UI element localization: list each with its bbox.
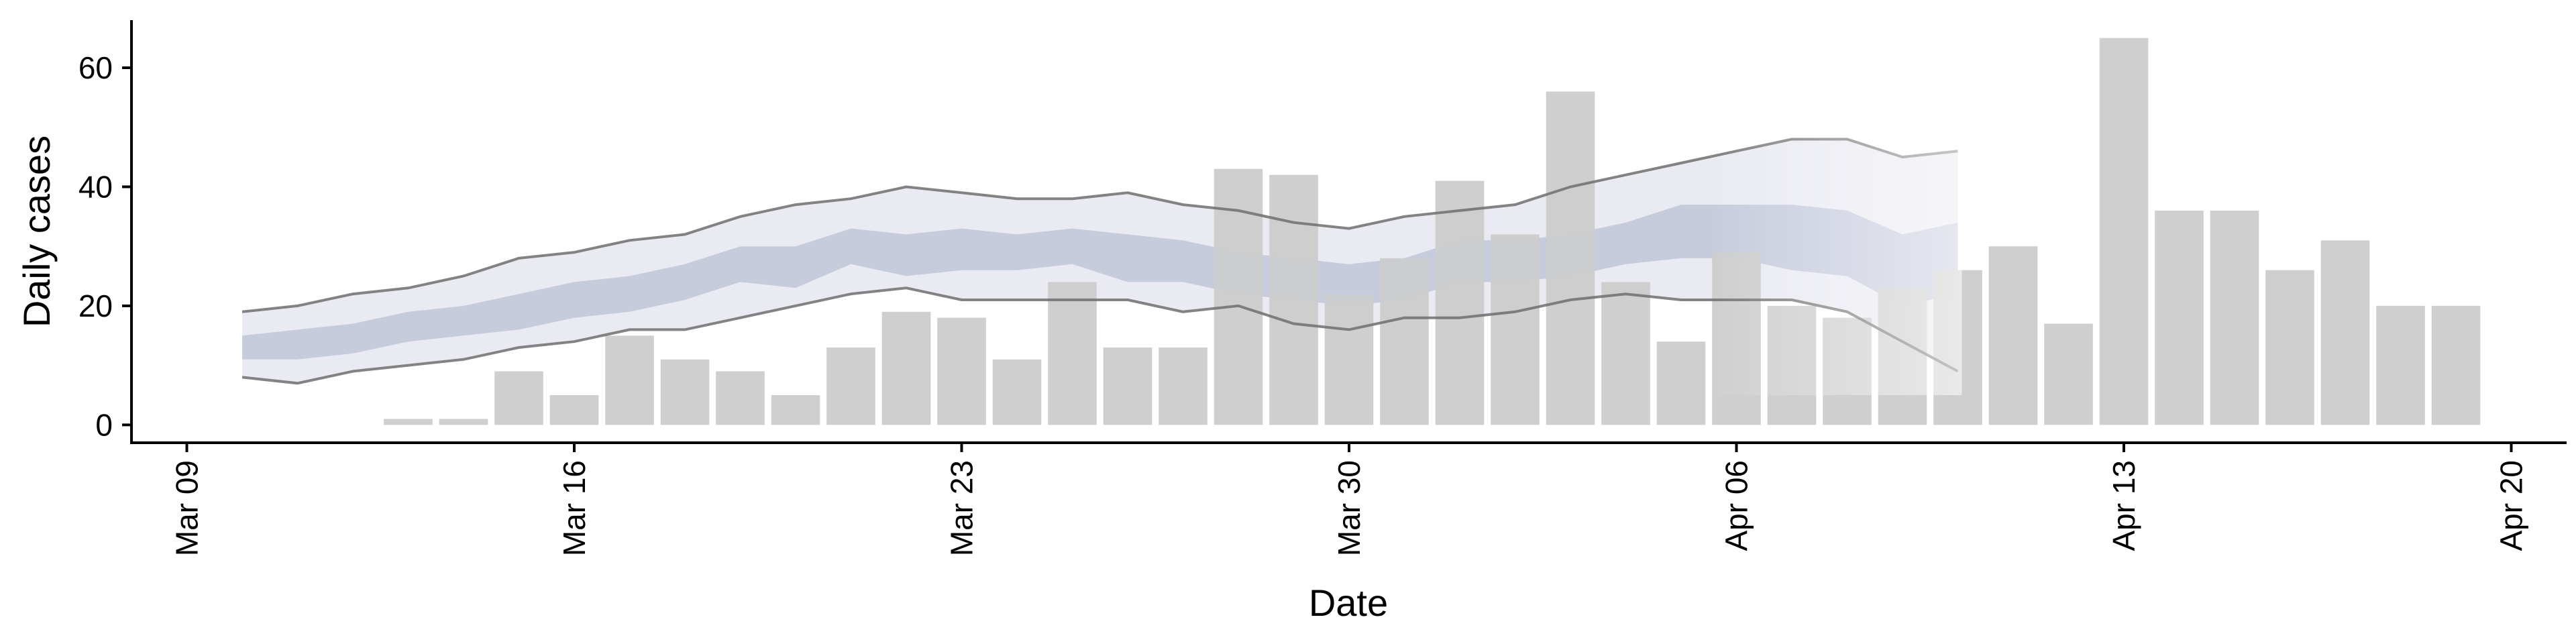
bar-2020-04-02 bbox=[1491, 234, 1540, 425]
bar-2020-04-01 bbox=[1435, 180, 1485, 425]
y-tick-label-60: 60 bbox=[78, 50, 113, 85]
x-axis-title: Date bbox=[1309, 582, 1388, 624]
bar-2020-03-14 bbox=[439, 419, 488, 425]
bar-2020-03-26 bbox=[1103, 347, 1152, 425]
bar-2020-03-23 bbox=[937, 317, 986, 425]
estimate-bound-lines bbox=[241, 127, 1962, 396]
x-ticks: Mar 09 Mar 16 Mar 23 Mar 30 Apr 06 Apr 13 Apr … bbox=[170, 443, 2529, 556]
y-tick-label-20: 20 bbox=[78, 288, 113, 323]
x-tick-label-apr-13: Apr 13 bbox=[2106, 460, 2141, 551]
bar-2020-04-19 bbox=[2431, 305, 2481, 425]
bar-2020-03-30 bbox=[1324, 294, 1374, 425]
bar-2020-03-16 bbox=[549, 395, 599, 425]
upper-90-line bbox=[241, 138, 1958, 313]
x-tick-label-apr-06: Apr 06 bbox=[1719, 460, 1754, 551]
bar-2020-03-17 bbox=[605, 335, 654, 425]
bar-2020-04-14 bbox=[2155, 210, 2204, 425]
bar-2020-04-03 bbox=[1546, 91, 1595, 425]
bar-2020-04-15 bbox=[2210, 210, 2259, 425]
bar-2020-04-16 bbox=[2265, 270, 2314, 425]
bar-2020-03-18 bbox=[660, 359, 710, 425]
bar-2020-03-15 bbox=[494, 371, 543, 425]
bar-2020-03-24 bbox=[992, 359, 1042, 425]
bar-2020-03-20 bbox=[771, 395, 820, 425]
x-tick-label-mar-23: Mar 23 bbox=[945, 460, 979, 556]
bar-2020-04-11 bbox=[1988, 246, 2038, 425]
bar-2020-03-28 bbox=[1214, 168, 1263, 425]
estimate-fade bbox=[1709, 127, 1962, 396]
bar-2020-03-25 bbox=[1048, 282, 1097, 425]
x-tick-label-mar-16: Mar 16 bbox=[557, 460, 592, 556]
bar-2020-03-22 bbox=[881, 311, 931, 425]
y-axis-title: Daily cases bbox=[15, 136, 58, 327]
bar-2020-03-13 bbox=[384, 419, 433, 425]
bar-2020-03-21 bbox=[826, 347, 875, 425]
lower-90-line bbox=[241, 286, 1959, 385]
bar-2020-04-18 bbox=[2376, 305, 2425, 425]
x-tick-label-apr-20: Apr 20 bbox=[2494, 460, 2529, 551]
bar-2020-04-12 bbox=[2044, 323, 2093, 425]
x-tick-label-mar-09: Mar 09 bbox=[170, 460, 205, 556]
bar-2020-03-19 bbox=[716, 371, 765, 425]
bar-2020-04-17 bbox=[2320, 240, 2370, 425]
bar-2020-04-04 bbox=[1601, 282, 1650, 425]
y-ticks: 0 20 40 60 bbox=[78, 50, 131, 442]
bar-2020-04-13 bbox=[2099, 38, 2149, 425]
bar-2020-04-05 bbox=[1656, 341, 1706, 425]
y-tick-label-40: 40 bbox=[78, 169, 113, 204]
bar-2020-03-27 bbox=[1159, 347, 1208, 425]
y-tick-label-0: 0 bbox=[95, 407, 113, 442]
bar-2020-03-29 bbox=[1269, 174, 1318, 425]
bar-2020-03-31 bbox=[1380, 258, 1429, 425]
x-tick-label-mar-30: Mar 30 bbox=[1332, 460, 1366, 556]
